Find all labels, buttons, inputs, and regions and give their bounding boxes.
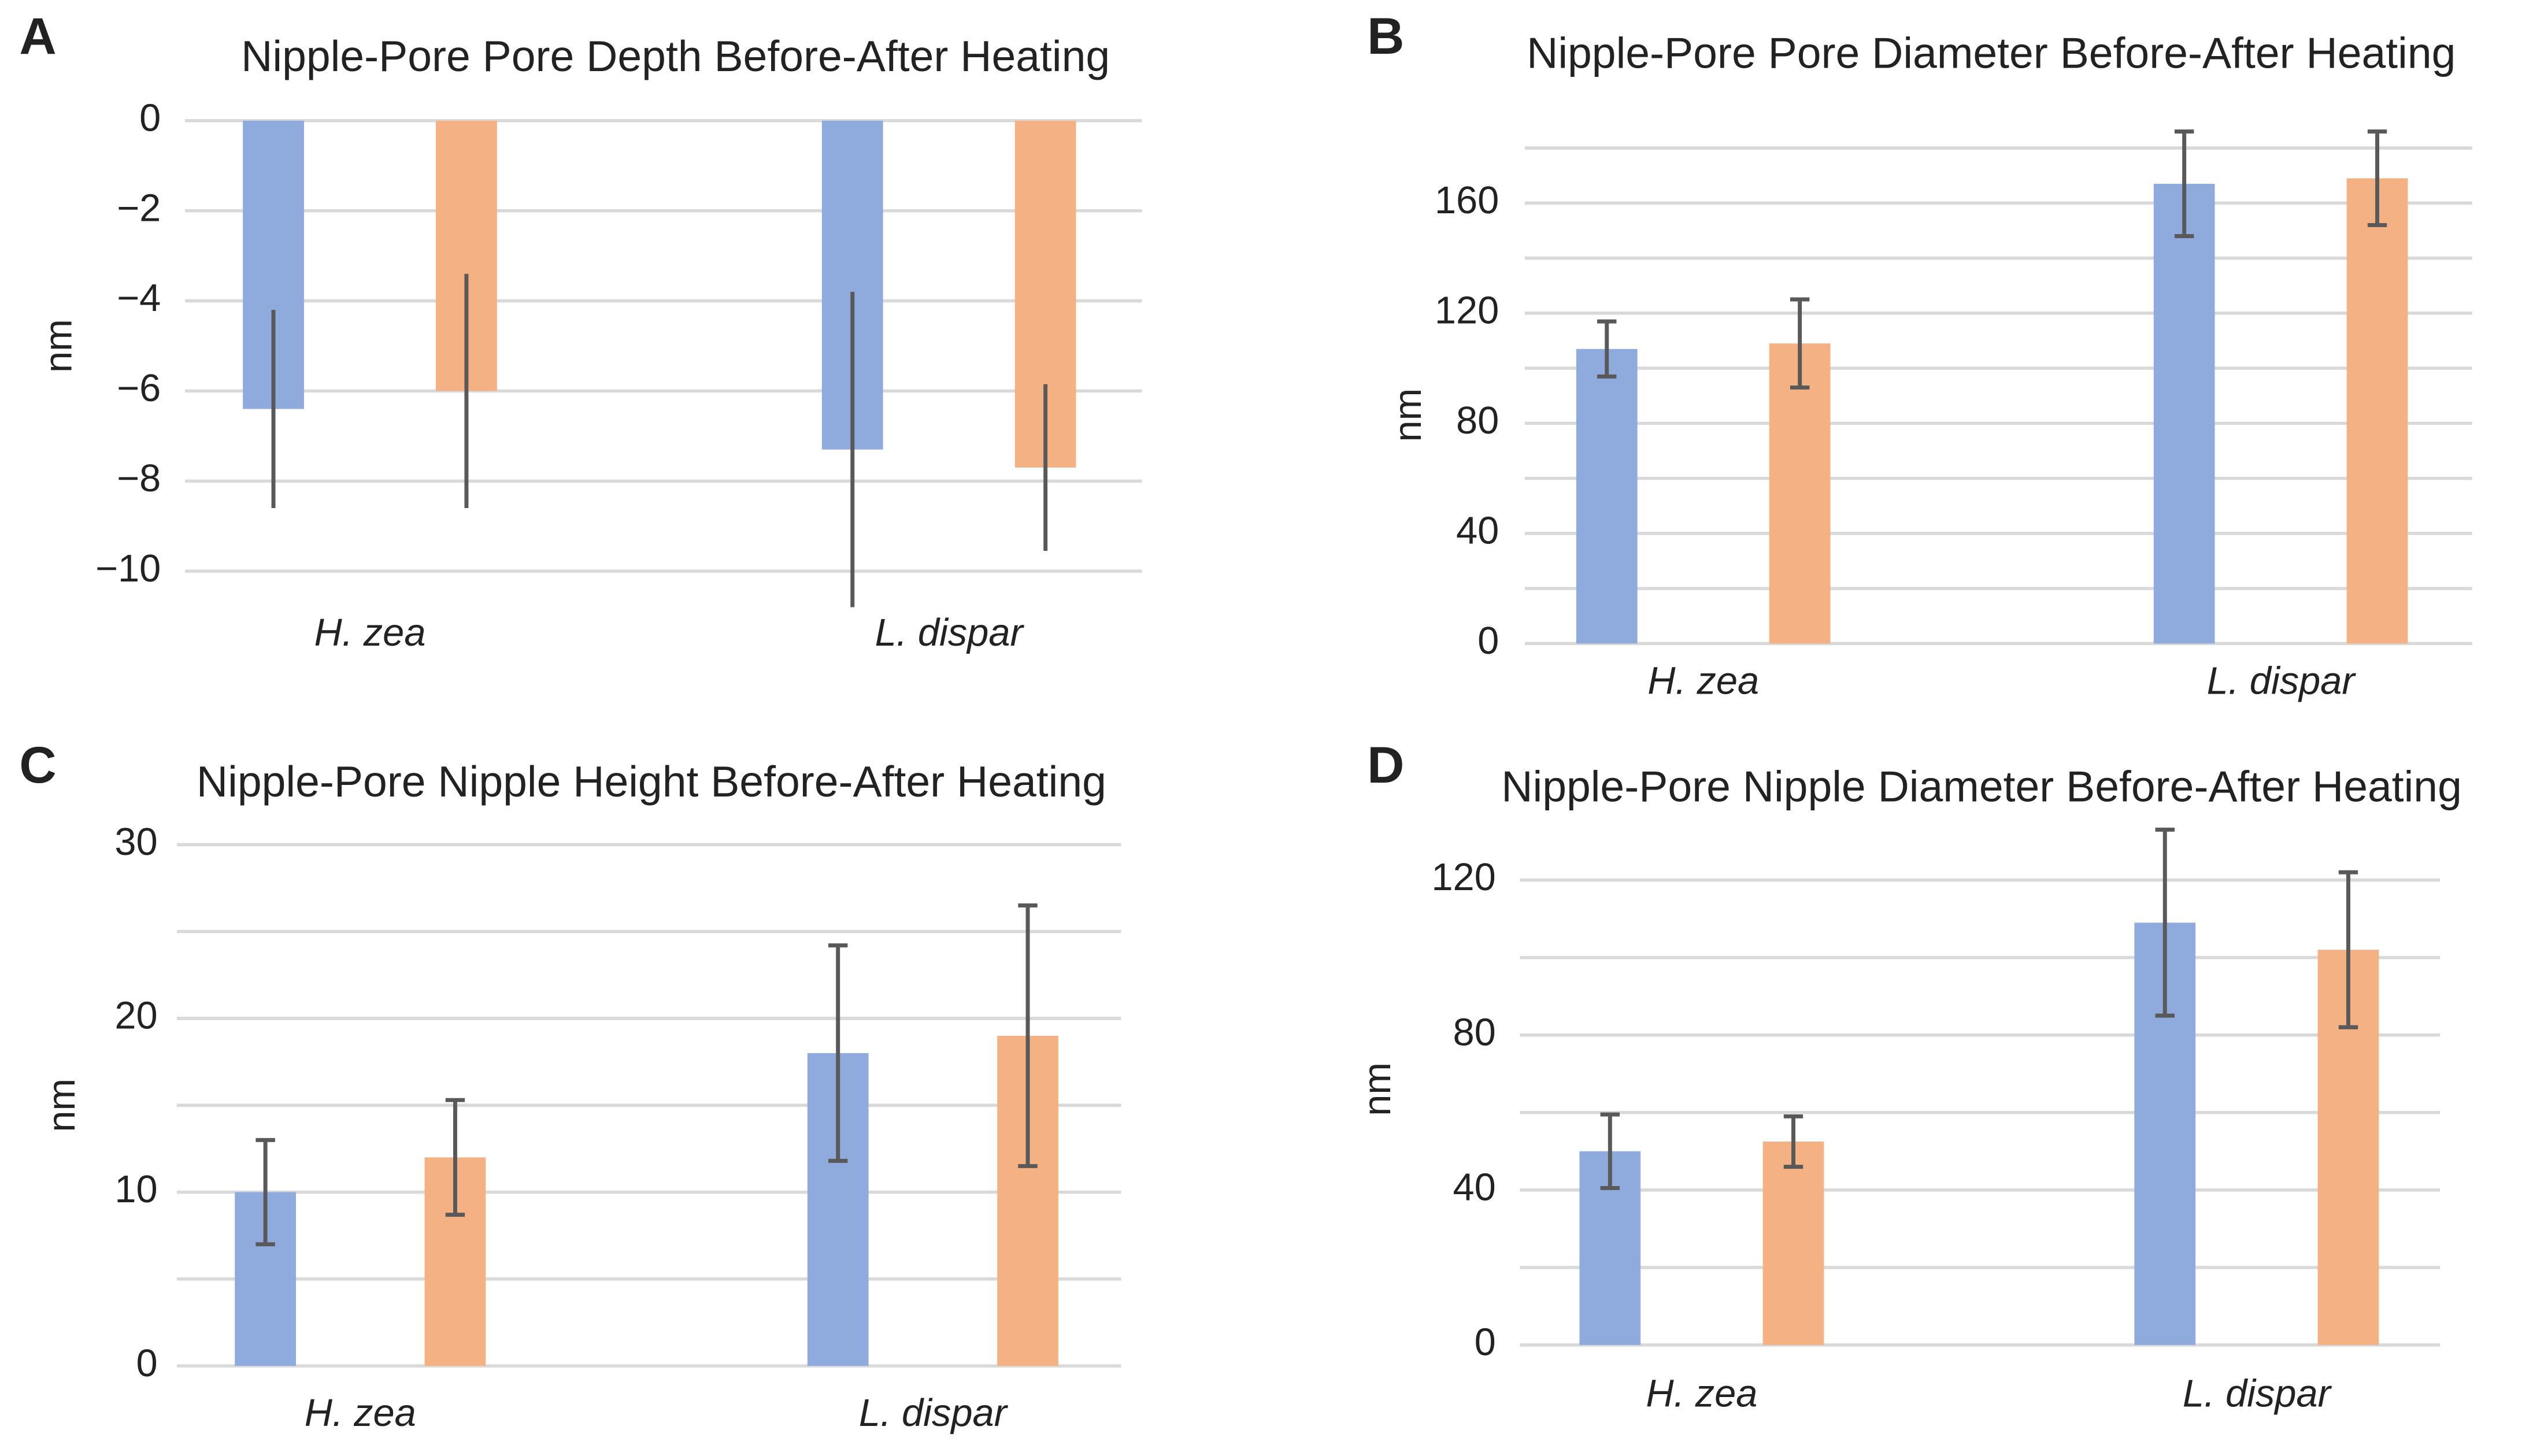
bar xyxy=(1576,349,1638,644)
y-tick-label: −10 xyxy=(95,547,161,590)
y-tick-label: 20 xyxy=(114,995,157,1038)
y-tick-label: −6 xyxy=(117,367,161,410)
error-bar xyxy=(2367,129,2387,227)
x-tick-label: H. zea xyxy=(305,1392,416,1435)
x-tick-label: H. zea xyxy=(1647,660,1759,703)
y-tick-label: 40 xyxy=(1456,509,1499,552)
y-tick-label: −2 xyxy=(117,187,161,229)
y-tick-label: 80 xyxy=(1453,1011,1495,1054)
y-tick-label: 10 xyxy=(114,1168,157,1211)
y-tick-label: 160 xyxy=(1435,179,1499,222)
y-tick-label: 120 xyxy=(1431,856,1495,899)
panel-label: D xyxy=(1367,736,1404,794)
error-bar xyxy=(1018,903,1038,1168)
y-tick-label: 30 xyxy=(114,821,157,864)
y-tick-label: 0 xyxy=(1475,1321,1496,1364)
chart-title: Nipple-Pore Pore Depth Before-After Heat… xyxy=(241,32,1110,80)
chart-title: Nipple-Pore Nipple Height Before-After H… xyxy=(197,757,1106,806)
x-tick-label: L. dispar xyxy=(2183,1373,2332,1416)
y-axis-label: nm xyxy=(40,1079,83,1132)
x-tick-label: L. dispar xyxy=(875,612,1025,654)
x-tick-label: H. zea xyxy=(1646,1373,1757,1416)
x-tick-label: L. dispar xyxy=(2207,660,2357,703)
y-tick-label: −4 xyxy=(117,277,161,320)
error-bar xyxy=(1790,297,1810,390)
chart-title: Nipple-Pore Pore Diameter Before-After H… xyxy=(1527,28,2456,77)
error-bar xyxy=(2155,827,2175,1018)
error-bar xyxy=(2338,870,2358,1029)
error-bar xyxy=(1783,1114,1803,1169)
chart-panel: C Nipple-Pore Nipple Height Before-After … xyxy=(19,736,1121,1435)
bar xyxy=(1762,1142,1824,1345)
y-axis-label: nm xyxy=(37,319,80,373)
bar xyxy=(2153,183,2215,644)
chart-title: Nipple-Pore Nipple Diameter Before-After… xyxy=(1501,762,2462,810)
error-bar xyxy=(828,943,848,1163)
error-bar xyxy=(1597,319,1617,379)
error-bar xyxy=(445,1098,465,1217)
bar xyxy=(1769,343,1831,644)
y-tick-label: 80 xyxy=(1456,399,1499,442)
chart-panel: D Nipple-Pore Nipple Diameter Before-Afte… xyxy=(1356,736,2462,1416)
panel-label: B xyxy=(1367,7,1404,65)
y-tick-label: 0 xyxy=(1477,620,1499,662)
y-axis-label: nm xyxy=(1387,388,1429,442)
x-tick-label: L. dispar xyxy=(859,1392,1009,1435)
error-bar xyxy=(255,1138,275,1247)
y-tick-label: 120 xyxy=(1435,289,1499,332)
y-tick-label: 40 xyxy=(1453,1166,1495,1209)
y-tick-label: −8 xyxy=(117,457,161,500)
error-bar xyxy=(1600,1112,1620,1190)
x-tick-label: H. zea xyxy=(314,612,425,654)
panel-label: A xyxy=(19,7,56,65)
y-tick-label: 0 xyxy=(139,97,161,139)
bar xyxy=(2346,178,2408,644)
panel-label: C xyxy=(19,736,56,794)
chart-panel: B Nipple-Pore Pore Diameter Before-After … xyxy=(1367,7,2472,703)
y-axis-label: nm xyxy=(1356,1062,1399,1116)
error-bar xyxy=(2174,129,2194,238)
y-tick-label: 0 xyxy=(136,1342,158,1385)
chart-panel: A Nipple-Pore Pore Depth Before-After Hea… xyxy=(19,7,1142,654)
